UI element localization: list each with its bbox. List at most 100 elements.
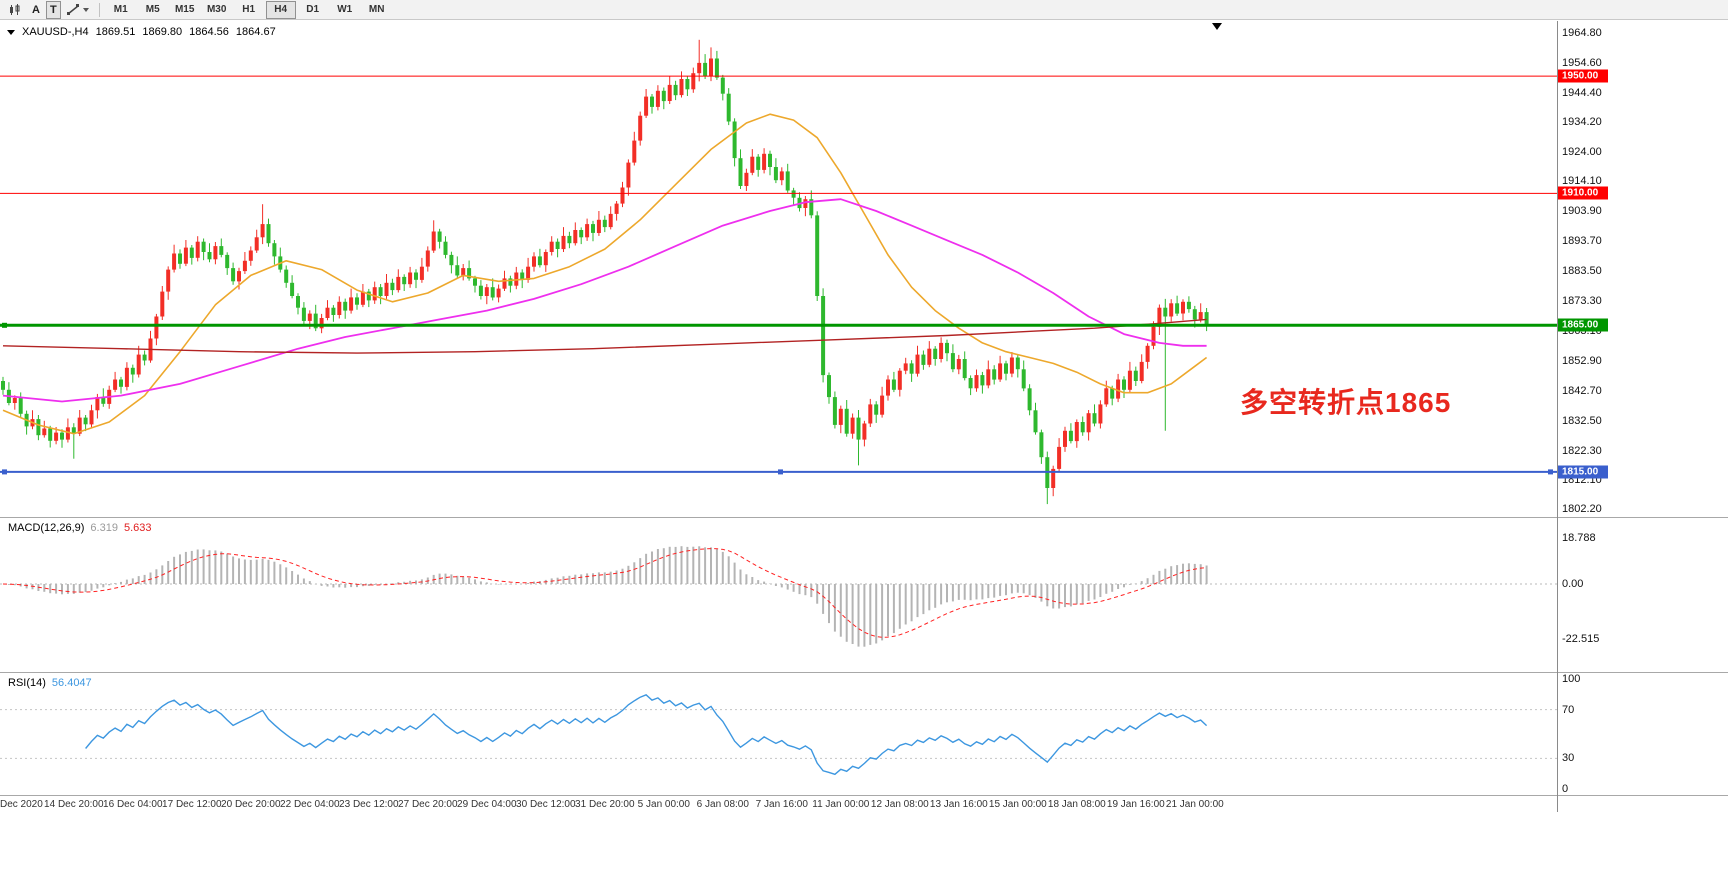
date-axis-label: 30 Dec 12:00: [516, 799, 576, 810]
date-axis-label: 5 Jan 00:00: [637, 799, 690, 810]
candles-icon: [10, 3, 20, 15]
ma-fast-orange: [2, 113, 1208, 435]
date-axis-label: 29 Dec 04:00: [457, 799, 517, 810]
price-axis-label: 1893.70: [1562, 235, 1602, 248]
chart-shift-marker-icon[interactable]: [1212, 23, 1222, 30]
timeframe-button-W1[interactable]: W1: [337, 4, 353, 15]
date-axis-label: 27 Dec 20:00: [398, 799, 458, 810]
ma-mid-magenta: [2, 198, 1207, 403]
date-axis-label: 31 Dec 20:00: [575, 799, 635, 810]
price-axis-label: 1954.60: [1562, 56, 1602, 69]
date-axis-label: 19 Jan 16:00: [1106, 799, 1165, 810]
price-axis-label: 1802.20: [1562, 503, 1602, 516]
chart-text-annotation[interactable]: 多空转折点1865: [1240, 387, 1452, 418]
rsi-title-row: RSI(14) 56.4047: [8, 677, 92, 689]
text-tool-label: A: [32, 3, 40, 16]
main-price-chart[interactable]: [0, 21, 1557, 517]
frame-text-tool-label: T: [49, 3, 57, 16]
timeframe-group: M1 M5 M15 M30 H1 H4 D1 W1 MN: [105, 0, 393, 19]
ohlc-open: 1869.51: [95, 26, 136, 38]
candles-chart-tool-button[interactable]: [4, 1, 26, 19]
date-axis-label: 18 Jan 08:00: [1047, 799, 1106, 810]
symbol-title: XAUUSD-,H4: [22, 26, 89, 38]
panel-splitter[interactable]: [0, 672, 1728, 673]
timeframe-button-MN[interactable]: MN: [368, 4, 385, 15]
macd-main-value: 6.319: [90, 522, 118, 534]
line-handle: [1548, 469, 1553, 475]
date-axis-label: 23 Dec 12:00: [339, 799, 399, 810]
ma-slow-darkred: [2, 318, 1207, 354]
date-axis-label: 11 Dec 2020: [0, 799, 43, 810]
date-axis-label: 15 Jan 00:00: [988, 799, 1047, 810]
date-axis-label: 13 Jan 16:00: [929, 799, 988, 810]
price-axis-label: 1822.30: [1562, 444, 1602, 457]
price-axis-label: 1903.90: [1562, 205, 1602, 218]
timeframe-button-M5[interactable]: M5: [145, 4, 160, 15]
macd-panel[interactable]: [0, 518, 1557, 672]
date-axis-label: 22 Dec 04:00: [280, 799, 340, 810]
price-level-tag[interactable]: 1910.00: [1558, 186, 1608, 200]
symbol-info-bar: XAUUSD-,H4 1869.51 1869.80 1864.56 1864.…: [7, 26, 276, 38]
macd-signal-value: 5.633: [123, 522, 152, 534]
frame-text-tool-button[interactable]: T: [45, 0, 61, 19]
macd-axis-label: 0.00: [1562, 578, 1584, 590]
trendline-icon: [66, 3, 79, 15]
price-level-tag[interactable]: 1950.00: [1558, 69, 1608, 83]
timeframe-button-M1[interactable]: M1: [113, 4, 128, 15]
rsi-title: RSI(14): [8, 677, 46, 689]
price-level-tag[interactable]: 1815.00: [1558, 465, 1608, 479]
line-handle: [2, 469, 7, 475]
macd-signal-line: [2, 548, 1207, 638]
price-axis-label: 1934.20: [1562, 116, 1602, 129]
rsi-value: 56.4047: [51, 677, 92, 689]
line-handle: [778, 469, 783, 475]
date-axis-label: 20 Dec 20:00: [221, 799, 281, 810]
date-axis-label: 16 Dec 04:00: [103, 799, 163, 810]
price-axis-label: 1944.40: [1562, 86, 1602, 99]
macd-title: MACD(12,26,9): [8, 522, 85, 534]
price-axis-label: 1832.50: [1562, 414, 1602, 427]
price-axis-border: [1557, 21, 1558, 812]
panel-splitter[interactable]: [0, 795, 1728, 796]
rsi-axis-label: 30: [1562, 752, 1575, 765]
price-axis-label: 1964.80: [1562, 26, 1602, 39]
date-axis-label: 12 Jan 08:00: [870, 799, 929, 810]
price-axis-label: 1873.30: [1562, 295, 1602, 307]
rsi-axis-label: 0: [1562, 783, 1569, 795]
date-axis-label: 14 Dec 20:00: [44, 799, 104, 810]
price-axis-label: 1924.00: [1562, 146, 1602, 159]
toolbar-separator: [98, 2, 100, 17]
ohlc-close: 1864.67: [235, 26, 276, 38]
price-level-tag[interactable]: 1865.00: [1558, 318, 1608, 332]
ohlc-high: 1869.80: [142, 26, 183, 38]
timeframe-button-M30[interactable]: M30: [206, 4, 227, 15]
price-axis-label: 1852.90: [1562, 354, 1602, 367]
timeframe-button-H4[interactable]: H4: [265, 0, 296, 19]
chart-menu-arrow-icon[interactable]: [7, 29, 15, 35]
macd-title-row: MACD(12,26,9) 6.319 5.633: [8, 522, 151, 534]
timeframe-button-M15[interactable]: M15: [174, 4, 195, 15]
text-tool-button[interactable]: A: [28, 1, 44, 19]
timeframe-button-D1[interactable]: D1: [306, 4, 320, 15]
ohlc-low: 1864.56: [189, 26, 229, 38]
shapes-tool-button[interactable]: [63, 1, 93, 19]
price-axis-label: 1914.10: [1562, 175, 1602, 188]
price-axis-label: 1842.70: [1562, 384, 1602, 397]
rsi-panel[interactable]: [0, 673, 1557, 795]
panel-splitter[interactable]: [0, 517, 1728, 518]
date-axis-label: 11 Jan 00:00: [812, 799, 870, 810]
macd-axis-label: -22.515: [1562, 633, 1600, 645]
toolbar: A T M1 M5 M15 M30 H1 H4 D1 W1 MN: [0, 0, 1728, 20]
date-axis-label: 21 Jan 00:00: [1165, 799, 1224, 810]
rsi-axis-label: 70: [1562, 703, 1575, 716]
dropdown-caret-icon: [82, 7, 89, 12]
date-axis-label: 7 Jan 16:00: [755, 799, 808, 810]
macd-axis-label: 18.788: [1562, 532, 1596, 545]
line-handle: [2, 322, 7, 328]
price-axis-label: 1883.50: [1562, 265, 1602, 278]
date-axis-label: 17 Dec 12:00: [162, 799, 222, 810]
timeframe-button-H1[interactable]: H1: [242, 4, 256, 15]
rsi-line: [85, 693, 1208, 776]
date-axis-label: 6 Jan 08:00: [696, 799, 749, 810]
